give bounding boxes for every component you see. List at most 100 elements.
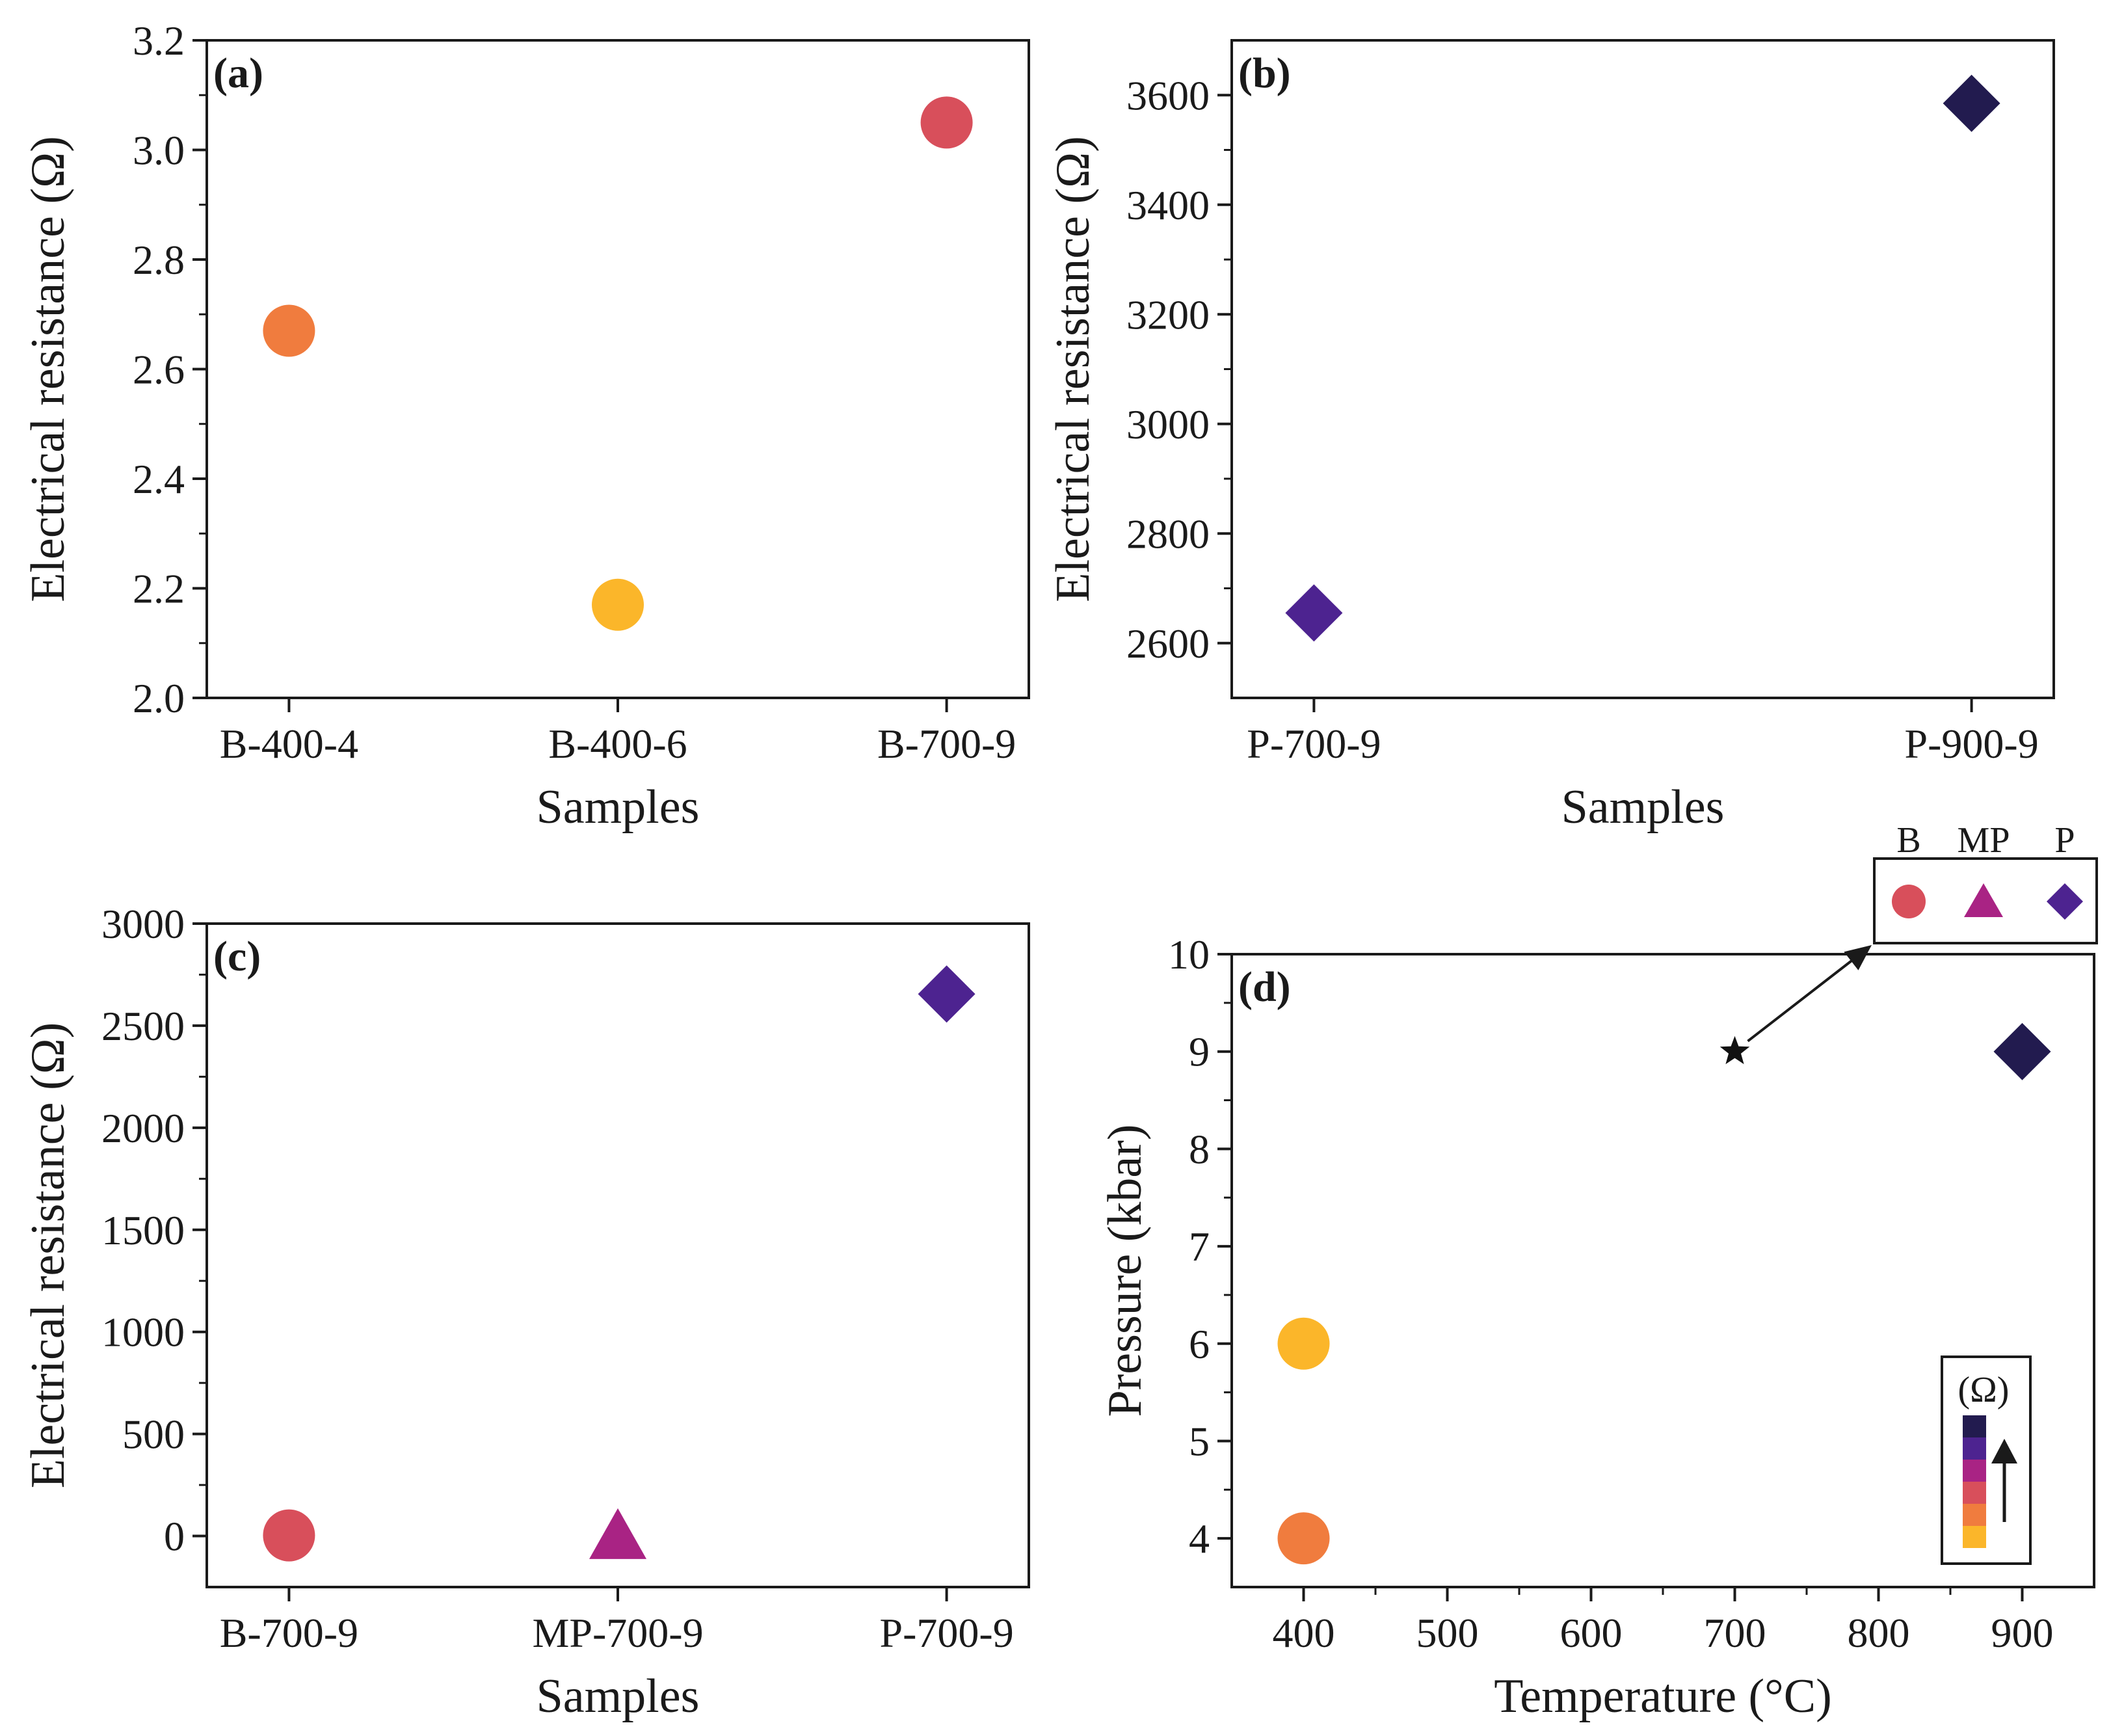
legend-label-p: P	[2054, 820, 2075, 861]
data-point-p-700-9	[1285, 584, 1343, 642]
y-tick-label: 1000	[101, 1309, 185, 1355]
colorbar: (Ω)	[1941, 1355, 2032, 1565]
x-tick-label: 700	[1704, 1610, 1766, 1656]
y-tick-label: 7	[1189, 1223, 1210, 1270]
x-tick-label: MP-700-9	[532, 1610, 703, 1656]
x-axis-d: 400 500 600 700 800 900	[1273, 1587, 2054, 1656]
y-axis-label-b: Electrical resistance (Ω)	[1046, 136, 1100, 602]
plot-frame-c	[206, 922, 1030, 1588]
y-tick-label: 2.6	[133, 347, 185, 393]
y-tick-label: 9	[1189, 1029, 1210, 1075]
y-tick-label: 1500	[101, 1207, 185, 1253]
data-point-p-900-9	[1943, 74, 2000, 132]
data-point-circle	[1277, 1512, 1330, 1565]
data-points-b	[1285, 74, 2000, 642]
x-axis-a: B-400-4 B-400-6 B-700-9	[220, 698, 1016, 767]
panel-label-c: (c)	[213, 933, 261, 980]
data-point-p-700-9	[918, 965, 976, 1023]
data-point-b-400-6	[592, 578, 644, 631]
star-to-legend-arrow	[1747, 945, 1872, 1043]
data-points-d	[1277, 1022, 2051, 1565]
y-tick-label: 2.0	[133, 675, 185, 721]
y-tick-label: 8	[1189, 1126, 1210, 1172]
data-points-c	[263, 965, 976, 1562]
y-tick-label: 3.0	[133, 127, 185, 174]
legend-marker-p	[2047, 883, 2083, 920]
data-point-diamond	[1993, 1022, 2051, 1080]
colorbar-swatch	[1963, 1460, 1986, 1482]
y-tick-label: 3000	[101, 901, 185, 947]
colorbar-label: (Ω)	[1958, 1370, 2010, 1410]
colorbar-swatch	[1963, 1437, 1986, 1460]
y-tick-label: 2500	[101, 1003, 185, 1049]
y-tick-label: 5	[1189, 1418, 1210, 1464]
arrow-head	[1844, 945, 1872, 970]
x-tick-label: B-400-4	[220, 721, 358, 767]
legend: B MP P	[1873, 820, 2098, 944]
x-axis-label-b: Samples	[1561, 781, 1725, 834]
colorbar-swatch	[1963, 1526, 1986, 1548]
data-point-circle	[1277, 1317, 1330, 1370]
y-axis-label-c: Electrical resistance (Ω)	[21, 1022, 75, 1488]
y-tick-label: 500	[122, 1411, 185, 1458]
y-axis-a: 2.0 2.2 2.4 2.6 2.8 3.0 3.2	[133, 18, 207, 721]
y-tick-label: 3400	[1126, 182, 1210, 228]
y-tick-label: 10	[1168, 931, 1210, 978]
colorbar-swatch	[1963, 1504, 1986, 1526]
x-tick-label: P-700-9	[879, 1610, 1013, 1656]
y-tick-label: 3000	[1126, 401, 1210, 447]
legend-label-b: B	[1896, 820, 1920, 861]
y-axis-label-a: Electrical resistance (Ω)	[21, 136, 75, 602]
y-tick-label: 4	[1189, 1516, 1210, 1562]
y-tick-label: 2.2	[133, 566, 185, 612]
y-tick-label: 2000	[101, 1105, 185, 1151]
x-tick-label: 400	[1273, 1610, 1335, 1656]
x-tick-label: B-700-9	[220, 1610, 358, 1656]
panel-label-d: (d)	[1238, 963, 1291, 1011]
x-axis-label-d: Temperature (°C)	[1494, 1670, 1832, 1723]
x-axis-b: P-700-9 P-900-9	[1247, 698, 2039, 767]
panel-d: (d) 4 5 6 7 8 9 10 400 500 600 700 800 900 Temperat…	[1098, 820, 2098, 1723]
y-tick-label: 2600	[1126, 621, 1210, 667]
panel-c: (c) 0 500 1000 1500 2000 2500 3000 B-700-9 MP-7…	[21, 901, 1030, 1723]
panel-label-a: (a)	[213, 49, 263, 97]
x-tick-label: 500	[1416, 1610, 1479, 1656]
x-tick-label: B-400-6	[548, 721, 687, 767]
data-point-star	[1719, 1035, 1750, 1065]
y-axis-d: 4 5 6 7 8 9 10	[1168, 931, 1232, 1562]
arrow-shaft	[1747, 951, 1864, 1043]
colorbar-arrow-head	[1991, 1439, 2017, 1463]
y-axis-c: 0 500 1000 1500 2000 2500 3000	[101, 901, 207, 1560]
legend-box	[1873, 857, 2098, 944]
x-axis-c: B-700-9 MP-700-9 P-700-9	[220, 1587, 1014, 1656]
data-point-b-400-4	[263, 304, 315, 357]
y-tick-label: 3200	[1126, 291, 1210, 338]
x-tick-label: 900	[1991, 1610, 2054, 1656]
colorbar-swatch	[1963, 1415, 1986, 1437]
panel-b: (b) 2600 2800 3000 3200 3400 3600 P-700-9 P-90…	[1046, 39, 2055, 834]
data-point-b-700-9	[920, 96, 973, 149]
y-axis-b: 2600 2800 3000 3200 3400 3600	[1126, 72, 1232, 667]
legend-label-mp: MP	[1958, 820, 2010, 861]
y-tick-label: 2.4	[133, 456, 185, 502]
panel-a: (a) 2.0 2.2 2.4 2.6 2.8 3.0 3.2 B-400-4 B-400-6…	[21, 18, 1030, 834]
x-axis-label-a: Samples	[537, 781, 700, 834]
colorbar-swatch	[1963, 1482, 1986, 1504]
y-tick-label: 2.8	[133, 237, 185, 283]
x-tick-label: 800	[1848, 1610, 1910, 1656]
x-tick-label: P-900-9	[1904, 721, 2038, 767]
data-point-b-700-9	[263, 1509, 315, 1562]
plot-frame-b	[1230, 39, 2055, 699]
panel-label-b: (b)	[1238, 49, 1291, 97]
y-tick-label: 6	[1189, 1321, 1210, 1367]
data-points-a	[263, 96, 973, 631]
y-tick-label: 2800	[1126, 511, 1210, 557]
x-axis-label-c: Samples	[537, 1670, 700, 1723]
x-tick-label: B-700-9	[877, 721, 1016, 767]
y-tick-label: 0	[164, 1514, 185, 1560]
data-point-mp-700-9	[589, 1508, 646, 1559]
y-tick-label: 3.2	[133, 18, 185, 64]
legend-marker-mp	[1964, 883, 2003, 917]
x-tick-label: P-700-9	[1247, 721, 1381, 767]
